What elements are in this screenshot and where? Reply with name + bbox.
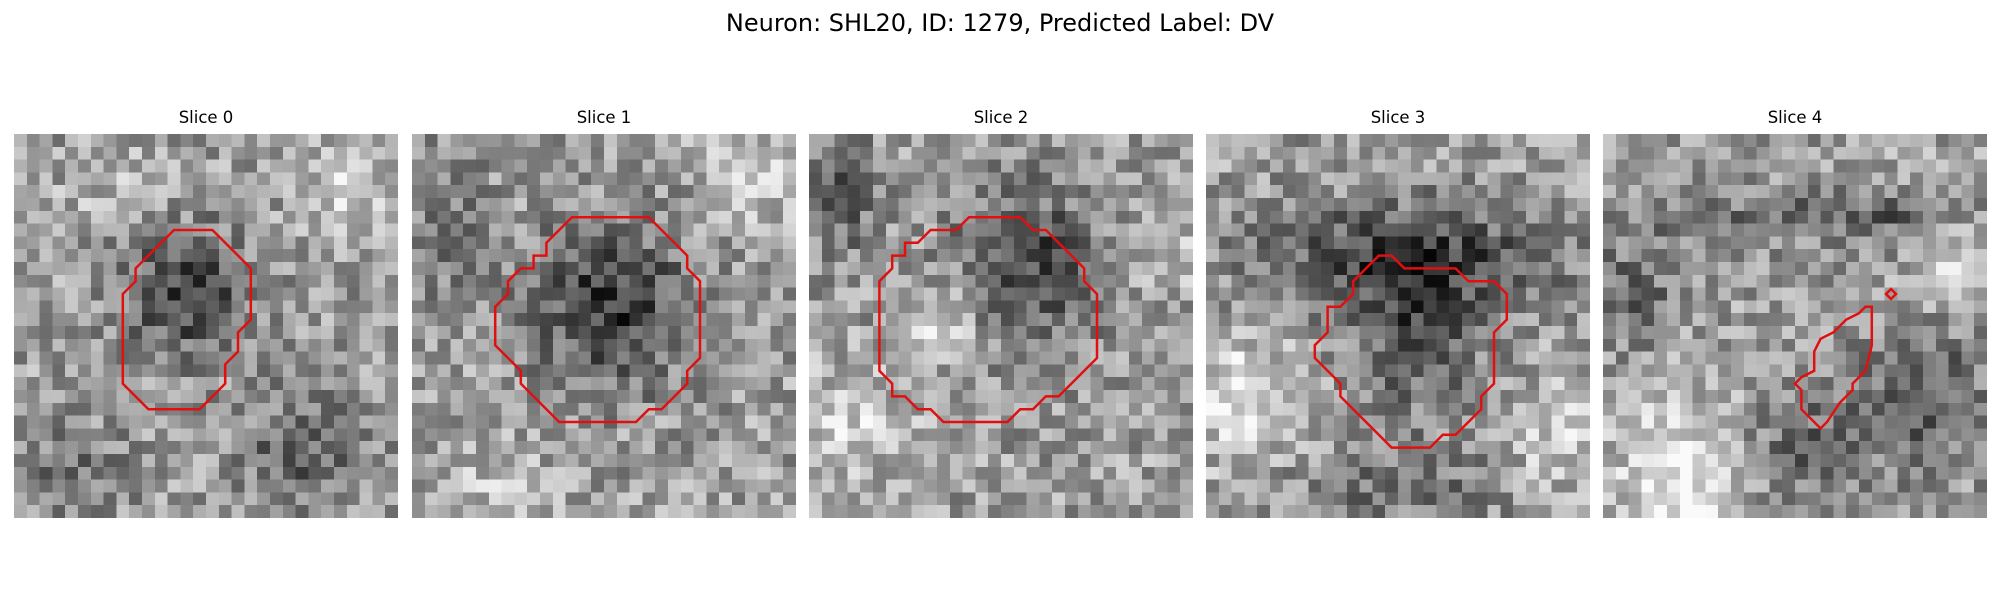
slice-title: Slice 3 [1370,108,1426,127]
slice-image [1206,134,1590,518]
slice-image [1603,134,1987,518]
roi-contour [493,215,702,424]
figure-title: Neuron: SHL20, ID: 1279, Predicted Label… [725,9,1275,37]
roi-contour-overlay [493,215,702,424]
roi-contour [1793,305,1874,431]
slice-title: Slice 2 [973,108,1029,127]
slice-panel-4: Slice 4 [1603,108,1987,518]
roi-contour [121,228,253,411]
roi-contour-overlay [1313,254,1509,449]
roi-contour-overlay [121,228,253,411]
roi-contour-overlay [1793,287,1898,431]
slice-panel-1: Slice 1 [412,108,796,518]
slice-title: Slice 0 [178,108,234,127]
roi-contour-fragment [1884,287,1898,301]
roi-contour [1313,254,1509,449]
slice-image [809,134,1193,518]
slice-panel-2: Slice 2 [809,108,1193,518]
slice-image [412,134,796,518]
roi-contour-overlay [878,215,1099,424]
slice-image [14,134,398,518]
slice-title: Slice 4 [1767,108,1823,127]
slice-panel-3: Slice 3 [1206,108,1590,518]
roi-contour [878,215,1099,424]
slice-panel-0: Slice 0 [14,108,398,518]
slice-title: Slice 1 [576,108,632,127]
